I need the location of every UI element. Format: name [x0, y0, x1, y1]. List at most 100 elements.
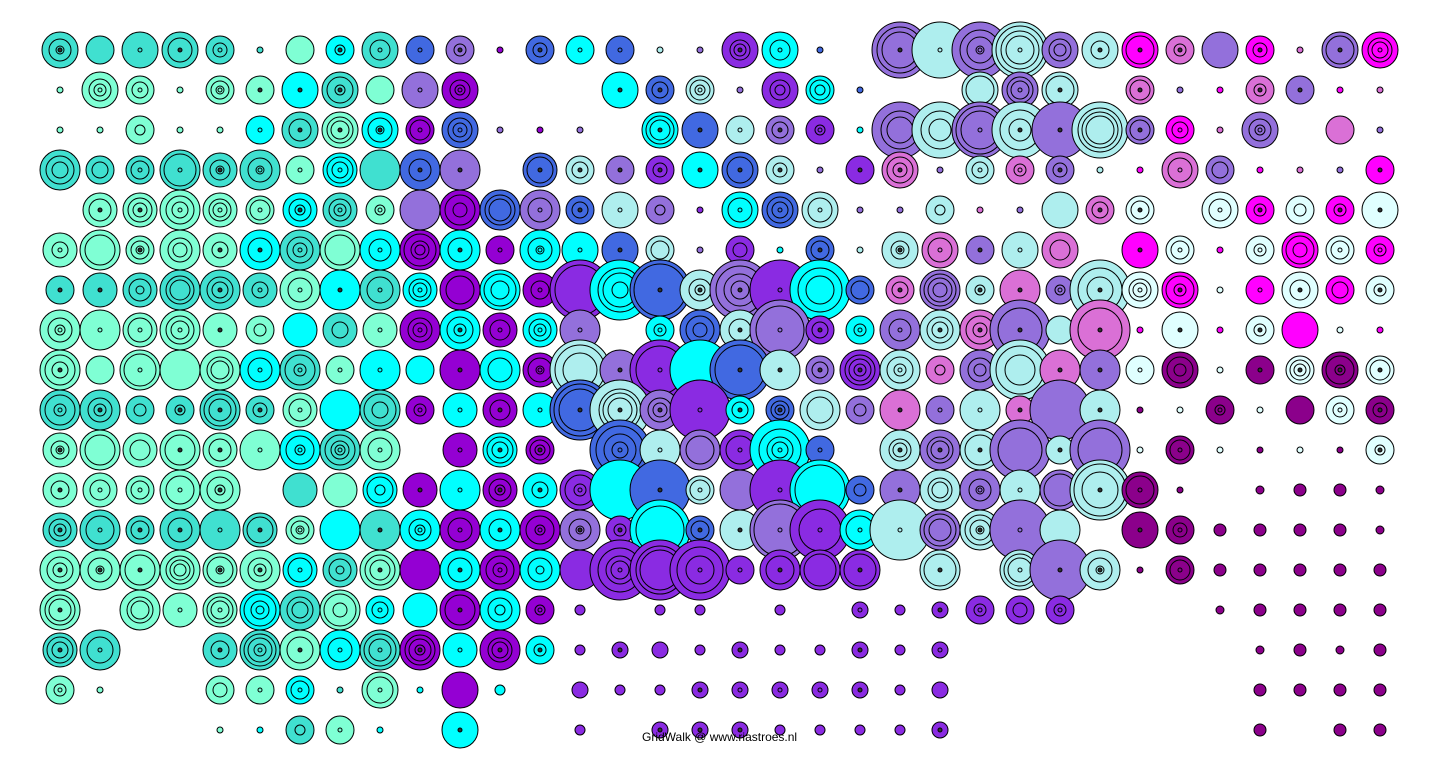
outer-circle — [1041, 191, 1079, 229]
center-dot — [137, 167, 143, 173]
outer-circle — [696, 46, 704, 54]
center-dot — [1017, 87, 1023, 93]
center-dot — [577, 487, 583, 493]
center-dot — [1057, 447, 1063, 453]
center-dot — [737, 687, 743, 693]
outer-circle — [696, 206, 704, 214]
center-dot — [217, 247, 223, 253]
center-dot — [977, 127, 983, 133]
outer-circle — [776, 246, 784, 254]
inner-ring — [803, 553, 837, 587]
center-dot — [537, 527, 543, 533]
outer-circle — [1201, 31, 1239, 69]
center-dot — [657, 127, 663, 133]
inner-ring — [805, 275, 835, 305]
center-dot — [337, 207, 343, 213]
center-dot — [217, 167, 223, 173]
center-dot — [1377, 47, 1383, 53]
center-dot — [577, 527, 583, 533]
center-dot — [737, 47, 743, 53]
center-dot — [377, 207, 383, 213]
inner-ring — [130, 600, 150, 620]
center-dot — [537, 167, 543, 173]
center-dot — [57, 447, 63, 453]
center-dot — [777, 167, 783, 173]
center-dot — [737, 207, 743, 213]
outer-circle — [416, 686, 424, 694]
outer-circle — [1335, 645, 1345, 655]
center-dot — [577, 167, 583, 173]
center-dot — [457, 127, 463, 133]
outer-circle — [774, 604, 786, 616]
center-dot — [897, 167, 903, 173]
outer-circle — [694, 604, 706, 616]
center-dot — [257, 127, 263, 133]
outer-circle — [399, 549, 441, 591]
outer-circle — [1333, 603, 1347, 617]
center-dot — [937, 47, 943, 53]
center-dot — [1257, 127, 1263, 133]
outer-circle — [1213, 523, 1227, 537]
center-dot — [1017, 567, 1023, 573]
center-dot — [777, 287, 783, 293]
center-dot — [297, 407, 303, 413]
outer-circle — [814, 724, 826, 736]
outer-circle — [1336, 86, 1344, 94]
center-dot — [657, 407, 663, 413]
center-dot — [497, 567, 503, 573]
center-dot — [937, 447, 943, 453]
inner-ring — [173, 563, 187, 577]
inner-ring — [371, 401, 389, 419]
center-dot — [737, 447, 743, 453]
center-dot — [337, 87, 343, 93]
center-dot — [657, 167, 663, 173]
inner-ring — [654, 204, 666, 216]
outer-circle — [1216, 246, 1224, 254]
center-dot — [737, 127, 743, 133]
inner-ring — [1053, 43, 1067, 57]
inner-ring — [172, 242, 188, 258]
center-dot — [417, 327, 423, 333]
center-dot — [217, 287, 223, 293]
center-dot — [217, 207, 223, 213]
inner-ring — [374, 484, 386, 496]
center-dot — [337, 47, 343, 53]
outer-circle — [816, 166, 824, 174]
center-dot — [137, 247, 143, 253]
center-dot — [817, 687, 823, 693]
center-dot — [977, 167, 983, 173]
outer-circle — [1253, 603, 1267, 617]
center-dot — [1377, 447, 1383, 453]
center-dot — [417, 87, 423, 93]
center-dot — [57, 247, 63, 253]
outer-circle — [322, 472, 358, 508]
center-dot — [897, 247, 903, 253]
center-dot — [457, 647, 463, 653]
center-dot — [217, 87, 223, 93]
outer-circle — [1293, 483, 1307, 497]
center-dot — [737, 527, 743, 533]
outer-circle — [1376, 86, 1384, 94]
center-dot — [577, 247, 583, 253]
center-dot — [457, 727, 463, 733]
inner-ring — [488, 198, 512, 222]
outer-circle — [1136, 406, 1144, 414]
outer-circle — [1376, 326, 1384, 334]
center-dot — [1097, 567, 1103, 573]
center-dot — [377, 607, 383, 613]
center-dot — [137, 487, 143, 493]
inner-ring — [928, 118, 952, 142]
center-dot — [1097, 207, 1103, 213]
center-dot — [297, 527, 303, 533]
center-dot — [97, 407, 103, 413]
center-dot — [1177, 567, 1183, 573]
outer-circle — [931, 681, 949, 699]
center-dot — [257, 647, 263, 653]
center-dot — [177, 407, 183, 413]
center-dot — [817, 367, 823, 373]
center-dot — [977, 327, 983, 333]
outer-circle — [1285, 395, 1315, 425]
center-dot — [217, 487, 223, 493]
inner-ring — [1085, 115, 1115, 145]
inner-ring — [928, 518, 952, 542]
